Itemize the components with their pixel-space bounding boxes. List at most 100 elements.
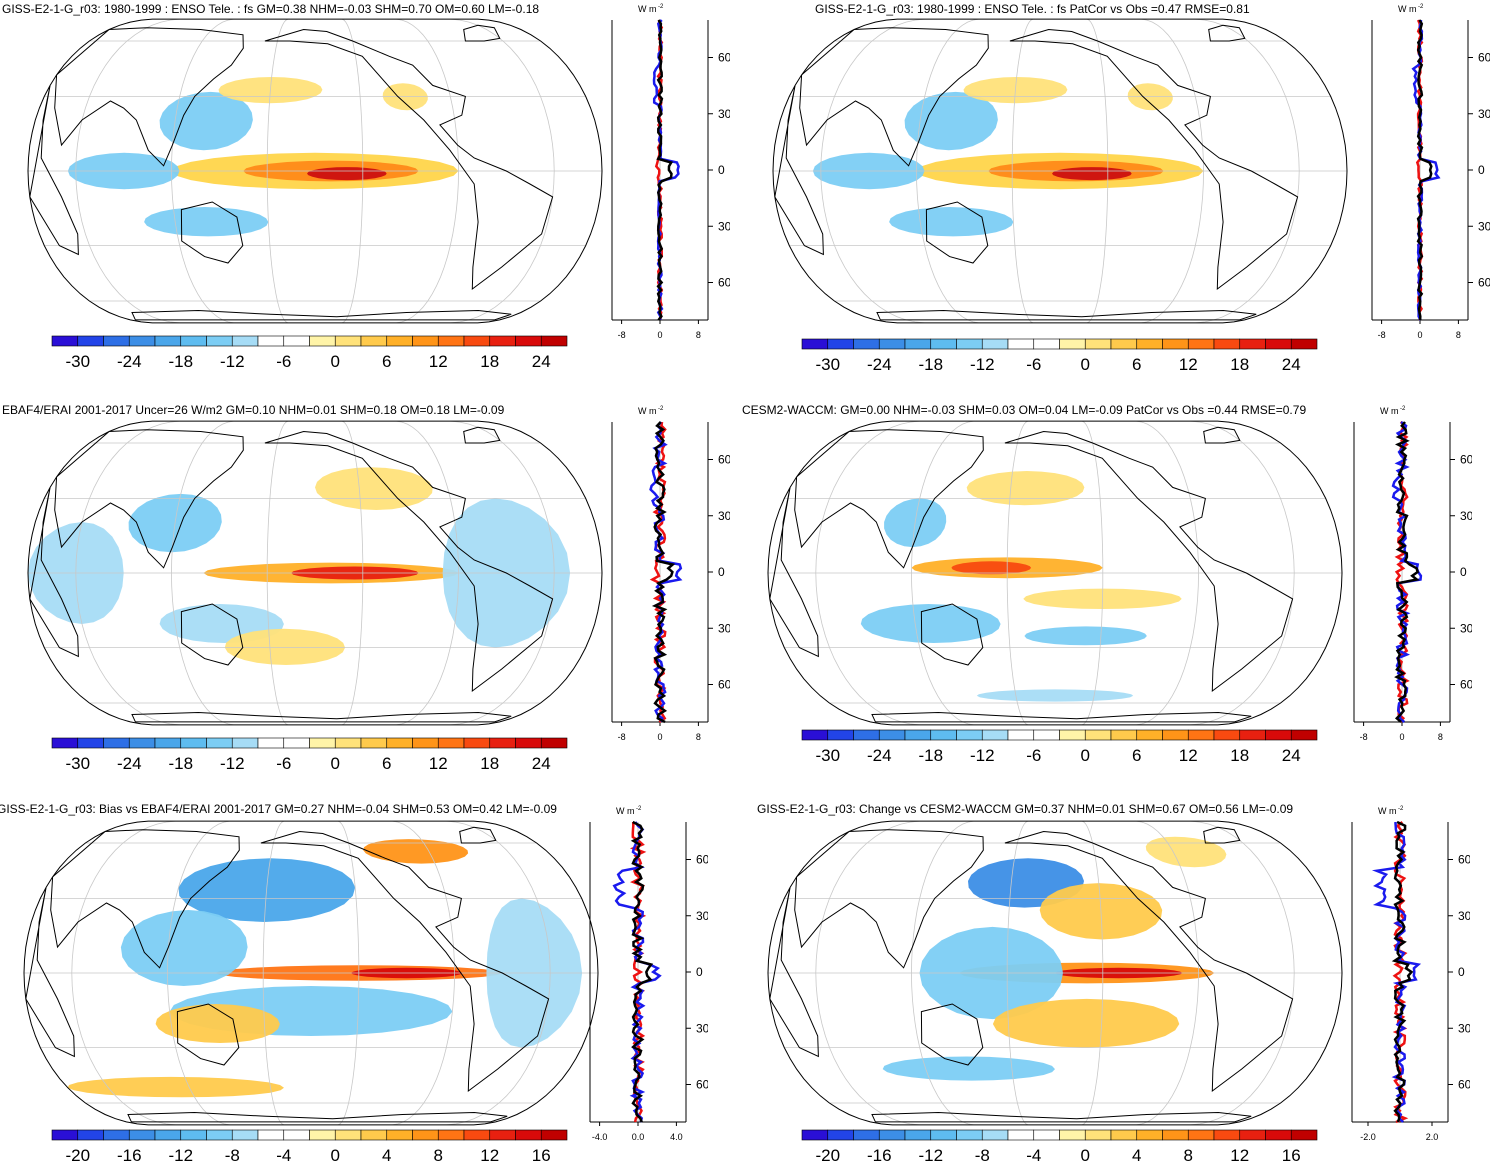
lat-tick-label: 30S	[718, 621, 730, 635]
colorbar-label: 24	[532, 352, 551, 371]
colorbar-swatch	[1059, 729, 1086, 741]
colorbar-swatch	[489, 1129, 516, 1141]
colorbar-swatch	[154, 335, 182, 347]
colorbar-swatch	[1059, 338, 1086, 350]
coastline	[29, 487, 79, 658]
colorbar-swatch	[1239, 729, 1266, 741]
coastline	[260, 830, 550, 1093]
colorbar-swatch	[231, 335, 259, 347]
coastline	[1004, 430, 1294, 693]
graticule-line	[1141, 19, 1204, 323]
colorbar-swatch	[283, 737, 310, 749]
lat-tick-label: 60S	[1460, 678, 1472, 692]
x-tick-label: -8	[1360, 732, 1368, 742]
colorbar-label: -4	[1026, 1146, 1041, 1165]
anomaly-contour	[1145, 836, 1227, 868]
colorbar-swatch	[878, 1129, 906, 1141]
lat-tick-label: 60N	[1458, 853, 1470, 867]
colorbar-swatch	[853, 1129, 880, 1141]
colorbar-label: 24	[1282, 355, 1301, 374]
x-tick-label: -8	[1378, 330, 1386, 340]
colorbar-swatch	[309, 737, 336, 749]
colorbar-swatch	[128, 1129, 156, 1141]
profile-line-blue	[1371, 821, 1422, 1123]
colorbar-swatch	[154, 737, 182, 749]
panel-title: GISS-E2-1-G_r03: Bias vs EBAF4/ERAI 2001…	[0, 802, 557, 816]
x-tick-label: 0.0	[632, 1132, 645, 1142]
graticule-line	[71, 821, 176, 1125]
anomaly-contour	[1024, 626, 1147, 646]
colorbar-swatch	[309, 1129, 336, 1141]
colorbar-swatch	[956, 1129, 983, 1141]
profile-unit-exp: -2	[658, 4, 664, 10]
colorbar-label: 18	[1230, 355, 1249, 374]
profile-line-blue	[612, 821, 662, 1123]
colorbar-swatch	[77, 335, 104, 347]
colorbar-swatch	[801, 338, 829, 350]
colorbar-swatch	[437, 335, 465, 347]
x-tick-label: 8	[1456, 330, 1461, 340]
map-5	[23, 820, 599, 1126]
graticule-line	[167, 821, 230, 1125]
anomaly-contour	[904, 91, 998, 151]
anomaly-contour	[307, 167, 387, 181]
x-tick-label: 8	[696, 330, 701, 340]
colorbar-label: 0	[1081, 746, 1090, 765]
colorbar-swatch	[1213, 729, 1241, 741]
colorbar-label: 18	[480, 754, 499, 773]
colorbar-swatch	[206, 1129, 233, 1141]
profile-line-blue	[649, 421, 683, 723]
lat-tick-label: 30N	[718, 509, 730, 523]
anomaly-contour	[120, 910, 248, 986]
colorbar-swatch	[1136, 338, 1163, 350]
graticule-line	[396, 421, 459, 725]
colorbar-swatch	[103, 1129, 130, 1141]
graticule-line	[450, 19, 555, 323]
graticule-line	[916, 19, 979, 323]
profile-5: W m-2 60N 30N 0 30S 60S -4.0 0.0 4.0	[589, 806, 708, 1142]
colorbar-swatch	[309, 335, 336, 347]
x-tick-label: 8	[1438, 732, 1443, 742]
panel-title: CESM2-WACCM: GM=0.00 NHM=-0.03 SHM=0.03 …	[742, 403, 1307, 417]
x-tick-label: 0	[1399, 732, 1404, 742]
coastline	[871, 1111, 1252, 1123]
profile-unit: W m	[1378, 806, 1397, 816]
profile-line-black	[630, 820, 654, 1123]
anomaly-contour	[889, 207, 1014, 237]
colorbar-swatch	[853, 338, 880, 350]
lat-tick-label: 30N	[1458, 909, 1470, 923]
colorbar-swatch	[1290, 1129, 1318, 1141]
colorbar-label: -30	[815, 746, 840, 765]
profile-unit-exp: -2	[1400, 406, 1406, 412]
colorbar-swatch	[1033, 1129, 1060, 1141]
profile-unit: W m	[638, 406, 657, 416]
coastline	[794, 429, 984, 569]
colorbar-swatch	[334, 737, 362, 749]
coastline	[54, 27, 244, 167]
colorbar-swatch	[1162, 729, 1189, 741]
colorbar-swatch	[1084, 338, 1112, 350]
lat-tick-label: 60S	[1458, 1078, 1470, 1092]
lat-tick-label: 60N	[718, 51, 730, 65]
colorbar-swatch	[412, 335, 439, 347]
colorbar-label: -20	[815, 1146, 840, 1165]
profile-unit: W m	[616, 806, 635, 816]
colorbar-label: 6	[1132, 355, 1141, 374]
colorbar-swatch	[956, 729, 983, 741]
colorbar-swatch	[878, 338, 906, 350]
colorbar-swatch	[386, 737, 413, 749]
colorbar-swatch	[412, 1129, 439, 1141]
anomaly-contour	[67, 1076, 284, 1098]
colorbar-swatch	[981, 338, 1009, 350]
colorbar-label: -12	[168, 1146, 193, 1165]
lat-tick-label: 30N	[718, 107, 730, 121]
profile-unit: W m	[1398, 4, 1417, 14]
anomaly-contour	[882, 1056, 1055, 1081]
colorbar-swatch	[77, 737, 104, 749]
colorbar-swatch	[1110, 1129, 1138, 1141]
colorbar-swatch	[1110, 729, 1138, 741]
colorbar-label: 0	[331, 352, 340, 371]
colorbar-swatch	[437, 1129, 465, 1141]
colorbar-swatch	[489, 335, 516, 347]
graticule-line	[392, 821, 455, 1125]
